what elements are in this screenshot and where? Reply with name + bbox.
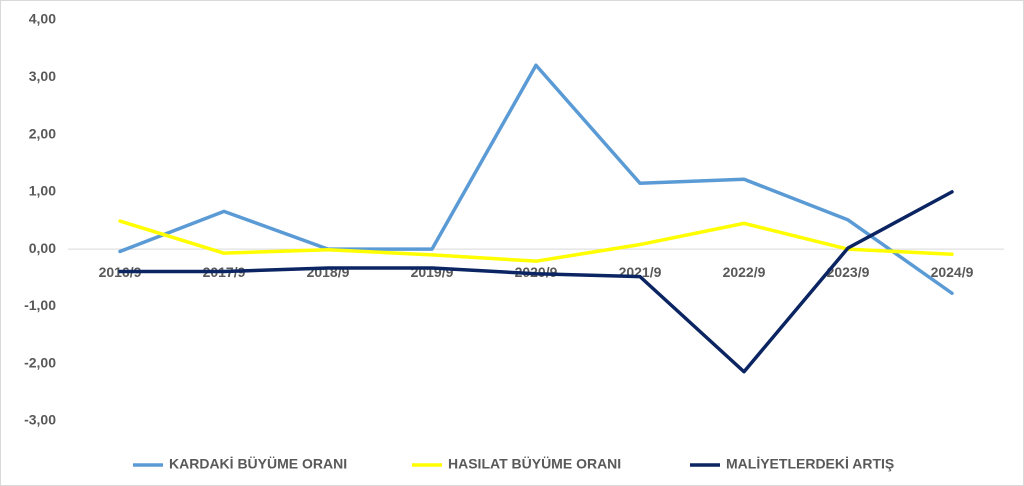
legend-label: HASILAT BÜYÜME ORANI xyxy=(448,456,621,472)
y-tick-label: 3,00 xyxy=(29,68,56,84)
x-tick-label: 2024/9 xyxy=(931,264,974,280)
x-tick-label: 2023/9 xyxy=(827,264,870,280)
y-tick-label: -2,00 xyxy=(24,354,56,370)
series-line xyxy=(118,190,954,374)
y-tick-label: 4,00 xyxy=(29,11,56,27)
x-tick-label: 2019/9 xyxy=(411,264,454,280)
y-tick-label: 0,00 xyxy=(29,240,56,256)
legend-label: KARDAKİ BÜYÜME ORANI xyxy=(169,456,347,472)
y-tick-label: -3,00 xyxy=(24,412,56,428)
y-tick-label: 1,00 xyxy=(29,183,56,199)
series-line xyxy=(118,219,954,263)
y-tick-label: -1,00 xyxy=(24,297,56,313)
x-tick-label: 2022/9 xyxy=(723,264,766,280)
legend-label: MALİYETLERDEKİ ARTIŞ xyxy=(726,456,894,472)
series-line xyxy=(118,63,954,296)
x-tick-label: 2020/9 xyxy=(515,264,558,280)
y-tick-label: 2,00 xyxy=(29,125,56,141)
x-tick-label: 2018/9 xyxy=(307,264,350,280)
